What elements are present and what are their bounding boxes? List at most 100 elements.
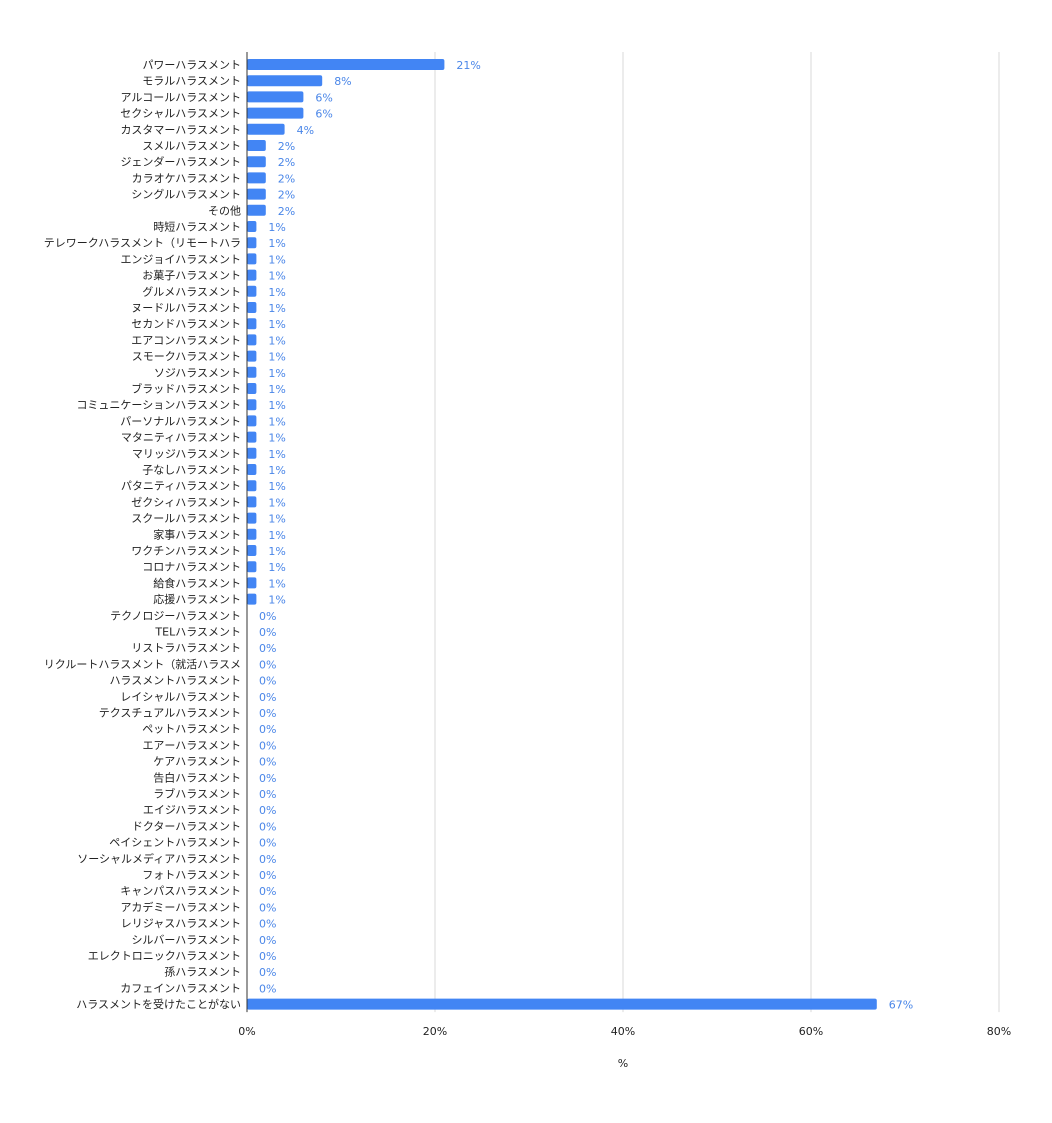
value-label: 8% [334,75,351,88]
value-label: 1% [268,318,285,331]
value-label: 0% [259,966,276,979]
value-label: 1% [268,496,285,509]
value-label: 1% [268,221,285,234]
category-label: シングルハラスメント [131,187,241,201]
value-label: 0% [259,950,276,963]
bar-30 [247,545,257,556]
bar-9 [247,204,266,216]
value-label: 67% [889,999,913,1012]
bar-16 [247,318,257,330]
category-label: パーソナルハラスメント [120,415,241,428]
category-label: セクシャルハラスメント [120,107,241,120]
category-label: パタニティハラスメント [121,480,241,493]
value-label: 0% [259,853,276,866]
bar-21 [247,399,257,411]
category-label: ハラスメントを受けたことがない [76,997,241,1011]
category-label: アカデミーハラスメント [120,900,241,914]
value-label: 1% [268,286,285,299]
bar-23 [247,431,257,443]
category-labels: パワーハラスメントモラルハラスメントアルコールハラスメントセクシャルハラスメント… [44,59,241,1012]
value-label: 0% [259,901,276,914]
category-label: テクノロジーハラスメント [110,609,241,622]
value-label: 0% [259,885,276,898]
value-label: 1% [268,480,285,493]
value-label: 2% [278,189,295,202]
x-tick-label: 60% [799,1025,823,1038]
bar-28 [247,512,257,524]
value-label: 0% [259,626,276,639]
value-label: 1% [268,253,285,266]
category-label: 家事ハラスメント [153,527,241,541]
category-label: モラルハラスメント [142,75,241,88]
value-label: 0% [259,918,276,931]
value-label: 0% [259,739,276,752]
bar-2 [247,91,304,103]
category-label: テクスチュアルハラスメント [99,707,241,720]
value-label: 0% [259,982,276,995]
value-label: 2% [278,156,295,169]
bar-17 [247,334,257,346]
category-label: 応援ハラスメント [153,592,241,606]
value-label: 1% [268,464,285,477]
value-label: 0% [259,869,276,882]
category-label: 時短ハラスメント [153,220,241,234]
category-label: レリジャスハラスメント [121,917,241,930]
category-label: スモークハラスメント [132,350,241,363]
category-label: ドクターハラスメント [132,820,241,833]
value-label: 0% [259,723,276,736]
bar-11 [247,237,257,249]
category-label: キャンパスハラスメント [120,885,241,898]
category-label: レイシャルハラスメント [120,690,241,703]
x-tick-label: 20% [423,1025,447,1038]
value-label: 1% [268,383,285,396]
value-label: 1% [268,237,285,250]
category-label: ケアハラスメント [153,755,241,768]
category-label: ソーシャルメディアハラスメント [77,851,241,865]
category-label: コミュニケーションハラスメント [76,399,241,412]
bar-27 [247,496,257,508]
x-tick-labels: 0% 20% 40% 60% 80% [238,1025,1011,1038]
bar-5 [247,140,266,151]
category-label: グルメハラスメント [142,284,241,298]
category-label: 孫ハラスメント [164,966,241,979]
value-label: 1% [268,302,285,315]
bar-19 [247,366,257,378]
bar-20 [247,383,257,394]
category-label: ジェンダーハラスメント [120,155,241,169]
value-label: 6% [315,108,332,121]
bar-6 [247,156,266,168]
category-label: コロナハラスメント [142,561,241,574]
category-label: ペットハラスメント [142,723,241,736]
bar-0 [247,59,445,70]
bar-32 [247,577,257,589]
value-label: 2% [278,172,295,185]
category-label: リストラハラスメント [131,642,241,655]
bar-4 [247,123,285,135]
category-label: TELハラスメント [154,626,241,639]
bar-10 [247,221,257,232]
value-label: 6% [315,91,332,104]
category-label: シルバーハラスメント [131,933,241,946]
value-label: 1% [268,513,285,526]
gridlines [434,52,1000,1013]
value-label: 0% [259,804,276,817]
category-label: リクルートハラスメント（就活ハラスメ [44,657,241,671]
value-label: 0% [259,691,276,704]
bar-29 [247,528,257,540]
category-label: ラブハラスメント [153,787,241,801]
value-label: 0% [259,756,276,769]
bar-24 [247,447,257,459]
category-label: カラオケハラスメント [132,172,241,185]
value-label: 0% [259,707,276,720]
value-label: 0% [259,658,276,671]
x-tick-label: 40% [611,1025,635,1038]
category-label: ブラッドハラスメント [131,382,241,396]
category-label: カスタマーハラスメント [120,123,241,136]
bar-31 [247,561,257,573]
x-tick-label: 80% [987,1025,1011,1038]
category-label: マタニティハラスメント [121,431,241,444]
value-label: 1% [268,448,285,461]
category-label: 告白ハラスメント [153,770,241,784]
value-label: 2% [278,140,295,153]
bar-22 [247,415,257,427]
